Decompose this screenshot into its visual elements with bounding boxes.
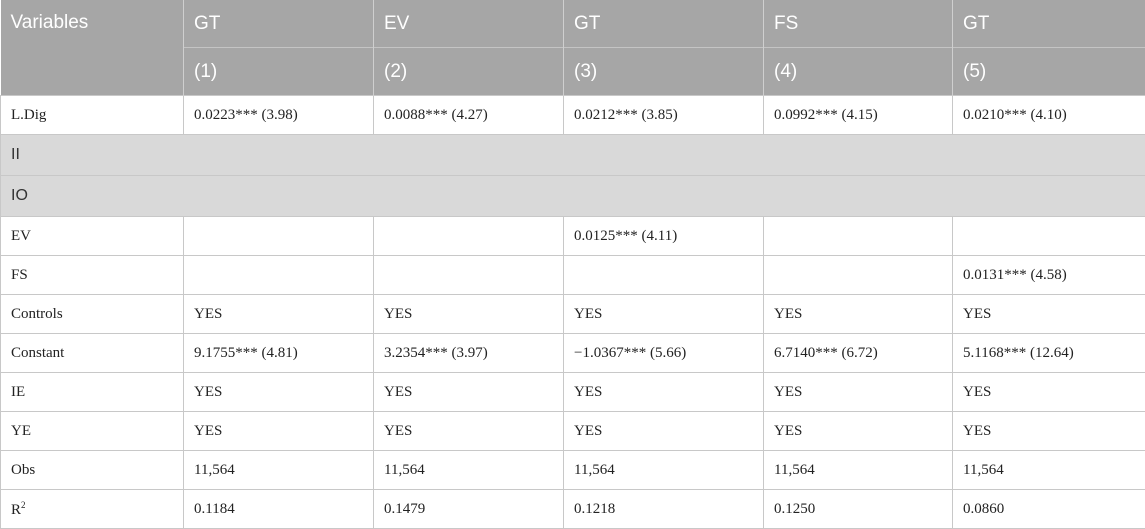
table-cell: 11,564 [764,451,953,490]
group-row-io: IO [1,176,1145,217]
table-cell [184,256,374,295]
header-row-names: Variables GT EV GT FS GT [1,0,1145,48]
row-label: FS [1,256,184,295]
row-obs: Obs 11,564 11,564 11,564 11,564 11,564 [1,451,1145,490]
group-label: IO [1,176,1145,217]
column-number-5: (5) [953,48,1145,96]
table-cell: YES [374,295,564,334]
row-label: Obs [1,451,184,490]
table-cell: YES [374,373,564,412]
table-cell: YES [764,295,953,334]
table-cell: 0.0212*** (3.85) [564,96,764,135]
table-cell: 9.1755*** (4.81) [184,334,374,373]
row-label: EV [1,217,184,256]
row-r2: R2 0.1184 0.1479 0.1218 0.1250 0.0860 [1,490,1145,529]
row-ldig: L.Dig 0.0223*** (3.98) 0.0088*** (4.27) … [1,96,1145,135]
row-ev: EV 0.0125*** (4.11) [1,217,1145,256]
column-number-4: (4) [764,48,953,96]
table-cell: 6.7140*** (6.72) [764,334,953,373]
group-label: II [1,135,1145,176]
table-cell: 0.0860 [953,490,1145,529]
table-cell: YES [184,412,374,451]
column-header-2: EV [374,0,564,48]
table-cell: YES [953,373,1145,412]
table-cell: 3.2354*** (3.97) [374,334,564,373]
row-label: L.Dig [1,96,184,135]
row-label: Constant [1,334,184,373]
table-cell: 0.0125*** (4.11) [564,217,764,256]
table-cell: 11,564 [564,451,764,490]
row-label: R2 [1,490,184,529]
table-cell: YES [564,373,764,412]
table-header: Variables GT EV GT FS GT (1) (2) (3) (4)… [1,0,1145,96]
column-header-5: GT [953,0,1145,48]
table-cell: YES [953,295,1145,334]
table-cell: YES [564,412,764,451]
table-cell: −1.0367*** (5.66) [564,334,764,373]
table-cell [184,217,374,256]
r2-label-superscript: 2 [21,500,26,510]
row-ye: YE YES YES YES YES YES [1,412,1145,451]
row-constant: Constant 9.1755*** (4.81) 3.2354*** (3.9… [1,334,1145,373]
table-cell: 0.1479 [374,490,564,529]
table-cell [374,256,564,295]
column-header-3: GT [564,0,764,48]
row-label: YE [1,412,184,451]
table-cell: YES [184,295,374,334]
table-cell: 5.1168*** (12.64) [953,334,1145,373]
table-cell: 0.1218 [564,490,764,529]
table-cell [764,256,953,295]
table-cell: 0.0210*** (4.10) [953,96,1145,135]
column-header-4: FS [764,0,953,48]
table-cell: 11,564 [953,451,1145,490]
row-label: Controls [1,295,184,334]
r2-label-base: R [11,502,21,518]
group-row-ii: II [1,135,1145,176]
column-number-1: (1) [184,48,374,96]
table-cell: YES [564,295,764,334]
table-cell: 0.0131*** (4.58) [953,256,1145,295]
table-cell [374,217,564,256]
column-number-3: (3) [564,48,764,96]
variables-header: Variables [1,0,184,96]
table-cell: 11,564 [184,451,374,490]
table-cell: 0.0088*** (4.27) [374,96,564,135]
table-cell [764,217,953,256]
table-cell [953,217,1145,256]
table-cell: 0.0992*** (4.15) [764,96,953,135]
table-cell: 0.0223*** (3.98) [184,96,374,135]
table-cell: 0.1184 [184,490,374,529]
table-cell [564,256,764,295]
row-controls: Controls YES YES YES YES YES [1,295,1145,334]
table-cell: YES [184,373,374,412]
table-cell: 11,564 [374,451,564,490]
row-label: IE [1,373,184,412]
row-ie: IE YES YES YES YES YES [1,373,1145,412]
table-cell: YES [764,373,953,412]
table-cell: YES [953,412,1145,451]
table-cell: YES [374,412,564,451]
table-body: L.Dig 0.0223*** (3.98) 0.0088*** (4.27) … [1,96,1145,529]
column-header-1: GT [184,0,374,48]
column-number-2: (2) [374,48,564,96]
row-fs: FS 0.0131*** (4.58) [1,256,1145,295]
table-cell: YES [764,412,953,451]
table-cell: 0.1250 [764,490,953,529]
